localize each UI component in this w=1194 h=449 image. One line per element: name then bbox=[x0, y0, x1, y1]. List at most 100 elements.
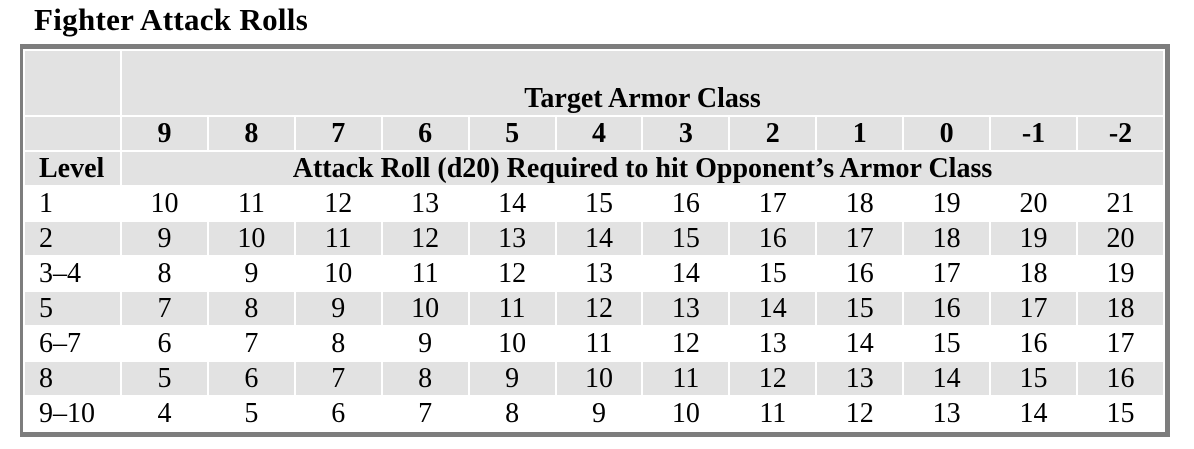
row-level-label: 3–4 bbox=[39, 258, 81, 289]
attack-roll-cell: 16 bbox=[845, 258, 874, 289]
attack-roll-cell: 6 bbox=[331, 398, 346, 429]
attack-roll-cell: 5 bbox=[244, 398, 259, 429]
attack-roll-cell: 15 bbox=[932, 328, 961, 359]
attack-roll-cell: 9 bbox=[122, 222, 207, 255]
level-column-header: Level bbox=[25, 152, 120, 185]
table-row-level-5: 5 7 8 9 10 11 12 13 14 15 16 17 18 bbox=[25, 292, 1163, 325]
ac-column-header-7: 7 bbox=[295, 117, 381, 150]
attack-roll-cell: 8 bbox=[208, 292, 294, 325]
attack-roll-cell: 12 bbox=[730, 362, 816, 395]
table-row-level-8: 8 5 6 7 8 9 10 11 12 13 14 15 16 bbox=[25, 362, 1163, 395]
table-body: 1 10 11 12 13 14 15 16 17 18 19 20 21 2 … bbox=[25, 187, 1163, 430]
attack-roll-cell: 16 bbox=[671, 188, 700, 219]
corner-empty-cell bbox=[25, 51, 120, 115]
ac-column-header-9: 9 bbox=[122, 117, 207, 150]
attack-roll-cell: 14 bbox=[556, 222, 642, 255]
attack-roll-cell: 14 bbox=[845, 328, 874, 359]
attack-roll-cell: 17 bbox=[991, 292, 1076, 325]
attack-roll-cell: 21 bbox=[1106, 188, 1135, 219]
attack-roll-cell: 10 bbox=[671, 398, 700, 429]
attack-roll-cell: 13 bbox=[584, 258, 613, 289]
attack-roll-cell: 14 bbox=[730, 292, 816, 325]
attack-roll-cell: 9 bbox=[591, 398, 606, 429]
attack-roll-cell: 11 bbox=[237, 188, 265, 219]
attack-roll-cell: 9 bbox=[244, 258, 259, 289]
fighter-attack-rolls-table: Target Armor Class 9 8 7 6 5 4 3 2 1 0 -… bbox=[20, 44, 1170, 437]
group-header-target-armor-class: Target Armor Class bbox=[122, 51, 1163, 115]
attack-roll-cell: 10 bbox=[208, 222, 294, 255]
ac-values-header-row: 9 8 7 6 5 4 3 2 1 0 -1 -2 bbox=[25, 117, 1163, 150]
attack-roll-cell: 20 bbox=[1077, 222, 1163, 255]
row-level-label: 6–7 bbox=[39, 328, 81, 359]
attack-roll-cell: 15 bbox=[758, 258, 787, 289]
table-row-level-2: 2 9 10 11 12 13 14 15 16 17 18 19 20 bbox=[25, 222, 1163, 255]
ac-column-header-neg1: -1 bbox=[991, 117, 1076, 150]
ac-column-header-2: 2 bbox=[730, 117, 816, 150]
subheader-attack-roll: Attack Roll (d20) Required to hit Oppone… bbox=[122, 152, 1163, 185]
attack-roll-cell: 9 bbox=[469, 362, 555, 395]
table-row-level-1: 1 10 11 12 13 14 15 16 17 18 19 20 21 bbox=[25, 187, 1163, 220]
attack-roll-cell: 8 bbox=[157, 258, 172, 289]
ac-column-header-8: 8 bbox=[208, 117, 294, 150]
attack-roll-cell: 10 bbox=[556, 362, 642, 395]
attack-roll-cell: 16 bbox=[904, 292, 990, 325]
attack-roll-cell: 12 bbox=[498, 258, 527, 289]
attack-roll-cell: 14 bbox=[498, 188, 527, 219]
ac-column-header-1: 1 bbox=[817, 117, 903, 150]
row-level-label: 5 bbox=[25, 292, 120, 325]
attack-roll-cell: 11 bbox=[585, 328, 613, 359]
ac-column-header-neg2: -2 bbox=[1077, 117, 1163, 150]
attack-roll-cell: 18 bbox=[904, 222, 990, 255]
table-header: Target Armor Class 9 8 7 6 5 4 3 2 1 0 -… bbox=[25, 51, 1163, 185]
attack-roll-cell: 18 bbox=[1019, 258, 1048, 289]
group-header-row: Target Armor Class bbox=[25, 51, 1163, 115]
page-title: Fighter Attack Rolls bbox=[34, 2, 309, 37]
attack-roll-cell: 10 bbox=[382, 292, 468, 325]
attack-roll-cell: 14 bbox=[671, 258, 700, 289]
ac-column-header-3: 3 bbox=[643, 117, 729, 150]
attack-roll-cell: 7 bbox=[418, 398, 433, 429]
attack-roll-cell: 16 bbox=[730, 222, 816, 255]
attack-roll-cell: 18 bbox=[845, 188, 874, 219]
attack-roll-cell: 14 bbox=[1019, 398, 1048, 429]
attack-roll-cell: 10 bbox=[498, 328, 527, 359]
attack-roll-cell: 12 bbox=[382, 222, 468, 255]
ac-column-header-6: 6 bbox=[382, 117, 468, 150]
ac-column-header-0: 0 bbox=[904, 117, 990, 150]
attack-roll-cell: 7 bbox=[295, 362, 381, 395]
table-row-level-6-7: 6–7 6 7 8 9 10 11 12 13 14 15 16 17 bbox=[25, 327, 1163, 360]
row-level-label: 2 bbox=[25, 222, 120, 255]
attack-roll-cell: 15 bbox=[991, 362, 1076, 395]
attack-roll-cell: 11 bbox=[643, 362, 729, 395]
attack-roll-cell: 11 bbox=[411, 258, 439, 289]
attack-roll-cell: 10 bbox=[324, 258, 353, 289]
attack-roll-cell: 13 bbox=[469, 222, 555, 255]
attack-roll-cell: 7 bbox=[244, 328, 259, 359]
attack-roll-cell: 18 bbox=[1077, 292, 1163, 325]
attack-roll-cell: 17 bbox=[758, 188, 787, 219]
attack-roll-cell: 11 bbox=[295, 222, 381, 255]
attack-roll-cell: 8 bbox=[505, 398, 520, 429]
attack-roll-cell: 15 bbox=[817, 292, 903, 325]
row-level-label: 9–10 bbox=[39, 398, 95, 429]
subheader-row: Level Attack Roll (d20) Required to hit … bbox=[25, 152, 1163, 185]
table-row-level-3-4: 3–4 8 9 10 11 12 13 14 15 16 17 18 19 bbox=[25, 257, 1163, 290]
attack-roll-cell: 13 bbox=[817, 362, 903, 395]
attack-roll-cell: 20 bbox=[1019, 188, 1048, 219]
attack-roll-cell: 13 bbox=[411, 188, 440, 219]
attack-roll-cell: 5 bbox=[122, 362, 207, 395]
attack-roll-cell: 11 bbox=[759, 398, 787, 429]
attack-roll-cell: 19 bbox=[991, 222, 1076, 255]
attack-roll-cell: 6 bbox=[208, 362, 294, 395]
attack-roll-cell: 8 bbox=[331, 328, 346, 359]
attack-roll-cell: 12 bbox=[556, 292, 642, 325]
empty-header-cell bbox=[25, 117, 120, 150]
row-level-label: 1 bbox=[39, 188, 53, 219]
attack-roll-cell: 19 bbox=[1106, 258, 1135, 289]
attack-roll-cell: 12 bbox=[671, 328, 700, 359]
ac-column-header-5: 5 bbox=[469, 117, 555, 150]
attack-roll-cell: 6 bbox=[157, 328, 172, 359]
attack-roll-cell: 16 bbox=[1077, 362, 1163, 395]
attack-roll-cell: 17 bbox=[932, 258, 961, 289]
attack-roll-cell: 13 bbox=[758, 328, 787, 359]
